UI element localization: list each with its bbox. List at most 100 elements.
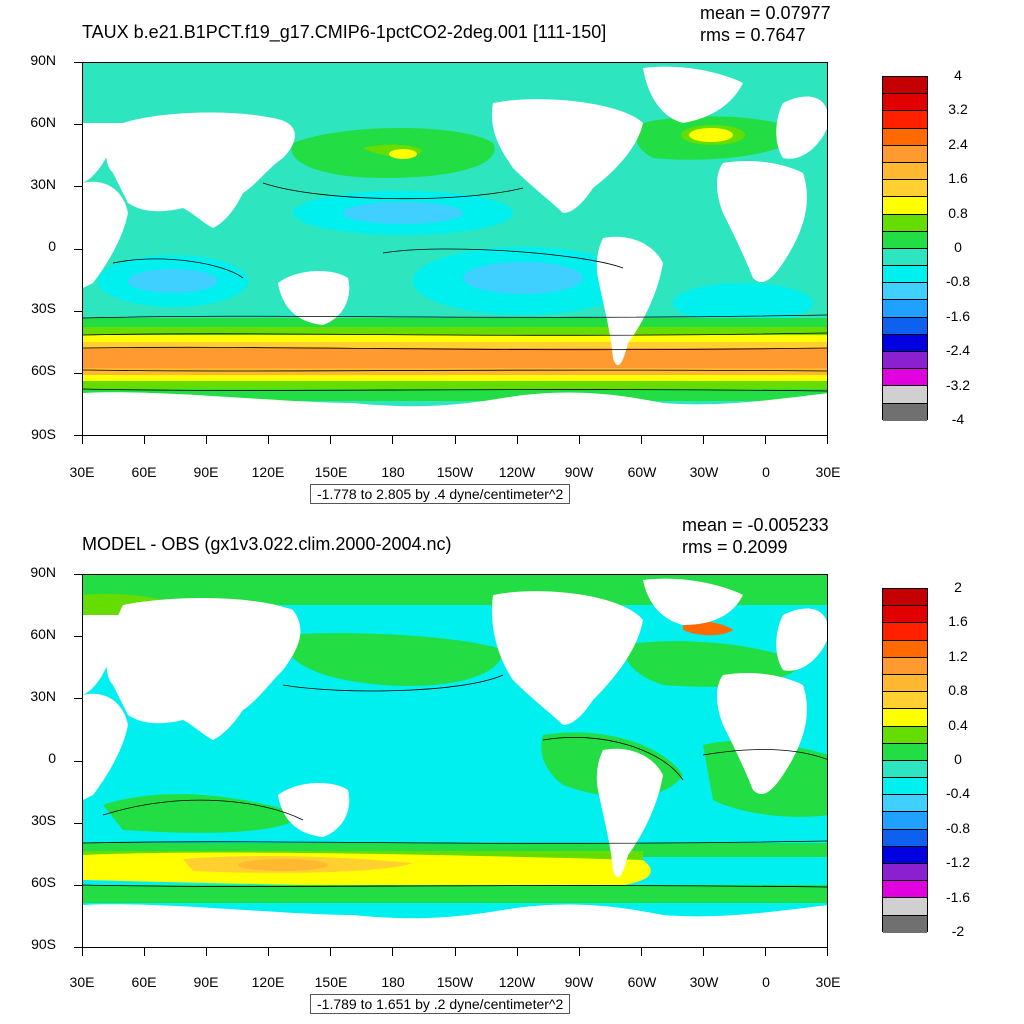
lat-tick	[74, 248, 82, 250]
colorbar-cell	[883, 846, 927, 864]
colorbar-cell	[883, 778, 927, 796]
europe-landmass	[83, 615, 123, 695]
colorbar-label: -4	[951, 411, 965, 427]
lon-label: 30E	[69, 464, 95, 480]
north-america-landmass	[492, 99, 643, 213]
colorbar-cell	[883, 589, 927, 607]
south-america-landmass	[596, 748, 663, 878]
colorbar-cell	[883, 162, 927, 181]
colorbar-label: 4	[954, 67, 962, 83]
africa-landmass	[717, 161, 807, 283]
colorbar-cell	[883, 692, 927, 710]
lon-tick	[206, 436, 208, 444]
contour-lines	[83, 182, 827, 392]
lon-tick	[764, 436, 766, 444]
lon-tick	[392, 436, 394, 444]
contour-line	[83, 332, 827, 336]
lon-label: 180	[381, 464, 405, 480]
lat-tick	[74, 435, 82, 436]
lon-label: 90E	[193, 464, 219, 480]
colorbar-label: -2.4	[945, 342, 971, 359]
colorbar-label: -1.6	[945, 888, 971, 905]
lon-tick	[330, 948, 332, 956]
colorbar-cell	[883, 111, 927, 129]
colorbar-cell	[883, 197, 927, 215]
africa-east-landmass	[83, 181, 128, 288]
south-america-landmass	[596, 236, 663, 366]
contour-line	[83, 346, 827, 351]
so-band-green-2	[83, 885, 827, 903]
contour-lines	[83, 674, 827, 888]
colorbar-cell	[883, 640, 927, 658]
colorbar-label: 1.2	[948, 647, 968, 664]
lat-tick	[74, 372, 82, 374]
lon-label: 150W	[436, 974, 474, 990]
lat-label: 90N	[30, 564, 56, 580]
asia-landmass	[106, 598, 301, 740]
south-pacific-trades-core	[463, 262, 583, 294]
lon-tick	[827, 436, 828, 444]
colorbar-cell	[883, 248, 927, 267]
contour-line	[83, 884, 827, 888]
lat-tick	[74, 822, 82, 824]
colorbar-cell	[883, 829, 927, 847]
lon-label: 90W	[564, 974, 594, 990]
colorbar-cell	[883, 760, 927, 779]
lon-tick	[454, 948, 456, 956]
africa-east-landmass	[83, 693, 128, 800]
lon-tick	[702, 948, 704, 956]
colorbar-cell	[883, 812, 927, 830]
greenland-landmass	[643, 66, 743, 123]
south-atlantic-trades	[673, 283, 813, 323]
lon-label: 180	[381, 974, 405, 990]
contour-line	[702, 749, 827, 760]
lon-label: 0	[762, 464, 770, 480]
europe-landmass	[83, 123, 123, 183]
lat-label: 90S	[31, 426, 56, 442]
lon-tick	[702, 436, 704, 444]
lon-label: 150E	[314, 974, 348, 990]
lon-label: 120W	[498, 974, 536, 990]
north-atlantic-hotspot	[683, 621, 733, 636]
lon-label: 90W	[564, 464, 594, 480]
so-band-gold	[83, 342, 827, 350]
europe-east-landmass	[776, 608, 827, 671]
panel-model-minus-obs: MODEL - OBS (gx1v3.022.clim.2000-2004.nc…	[0, 512, 1024, 1024]
lat-tick	[74, 636, 82, 638]
colorbar-cell	[883, 334, 927, 352]
colorbar-cell	[883, 283, 927, 301]
contour-line	[262, 182, 524, 200]
lon-tick	[578, 948, 580, 956]
colorbar-label: 2	[954, 579, 962, 595]
colorbar	[882, 588, 928, 933]
lon-tick	[82, 436, 83, 444]
colorbar-cell	[883, 77, 927, 95]
colorbar-cell	[883, 403, 927, 421]
greenland-landmass	[643, 578, 743, 625]
lat-tick	[74, 760, 82, 762]
contour-line	[102, 799, 304, 821]
colorbar-label: 0.4	[948, 716, 968, 733]
lon-tick	[144, 436, 146, 444]
colorbar-label: 1.6	[948, 613, 968, 630]
lon-label: 150E	[314, 464, 348, 480]
lat-tick	[74, 124, 82, 126]
contour-line	[83, 840, 827, 844]
north-atlantic-yellow	[689, 128, 733, 142]
lon-label: 0	[762, 974, 770, 990]
lon-label: 30W	[689, 464, 719, 480]
colorbar-label: 2.4	[948, 135, 968, 152]
north-pacific-trades-core	[343, 202, 463, 224]
colorbar-label: -0.8	[945, 819, 971, 836]
lat-label: 30S	[31, 300, 56, 316]
indian-trades-core	[128, 269, 218, 293]
colorbar-cell	[883, 674, 927, 693]
lon-tick	[578, 436, 580, 444]
contour-line	[83, 369, 827, 372]
contour-line	[83, 388, 827, 392]
lon-label: 60E	[131, 464, 157, 480]
lat-tick	[74, 62, 82, 63]
lon-label: 30E	[815, 464, 841, 480]
so-band-lime-2	[83, 381, 827, 391]
colorbar-cell	[883, 623, 927, 641]
